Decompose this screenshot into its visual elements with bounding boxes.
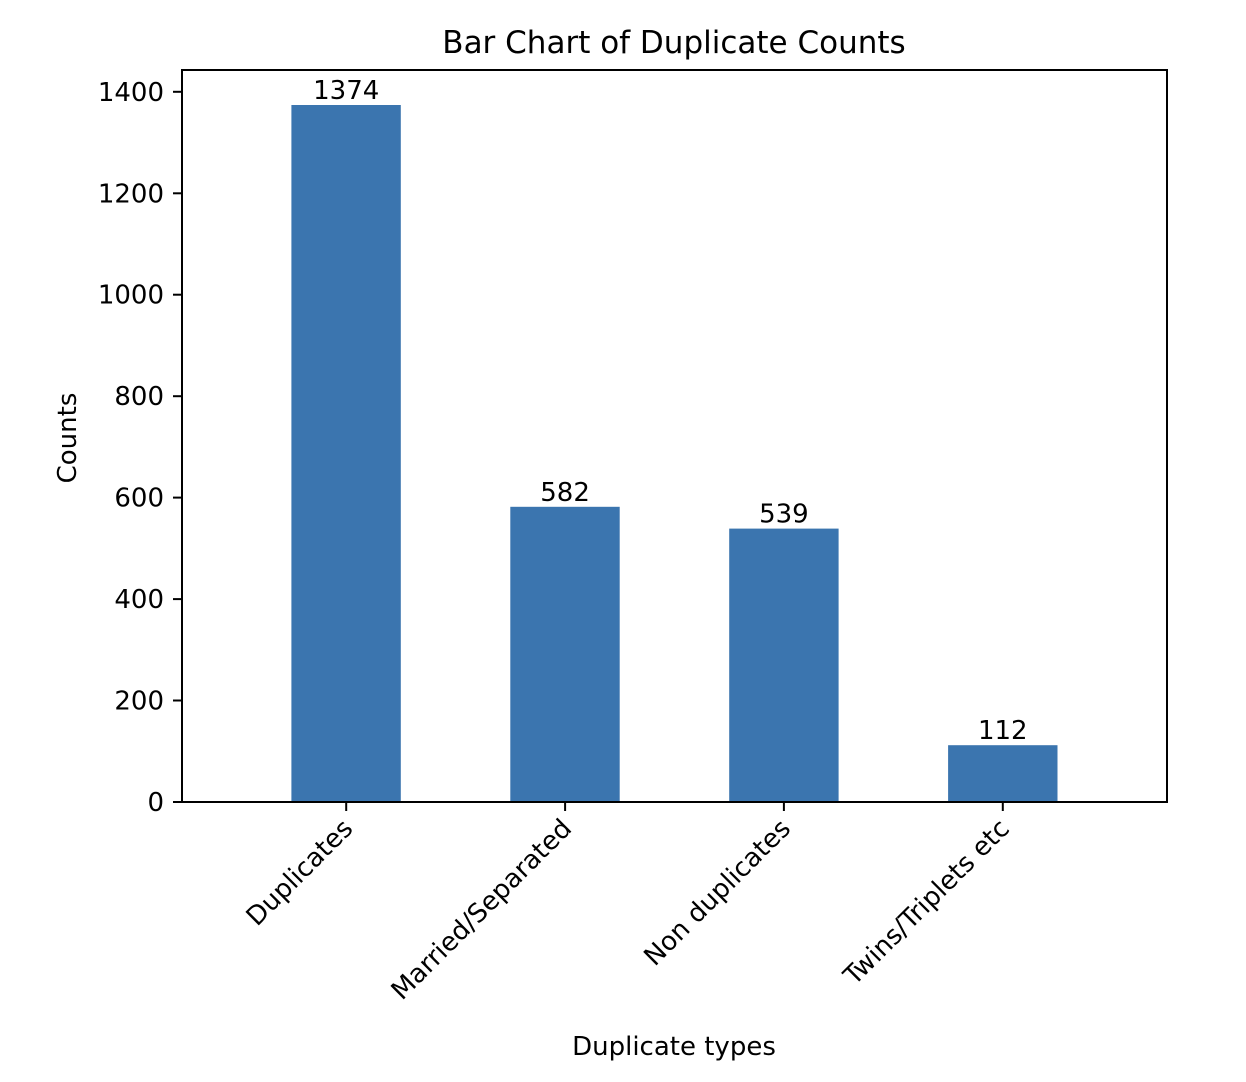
y-tick-label-3: 600 — [114, 484, 164, 514]
data-label-2: 539 — [759, 500, 809, 530]
bars-group — [291, 105, 1058, 802]
data-labels-group: 1374 582 539 112 — [313, 76, 1028, 746]
y-tick-label-1: 200 — [114, 687, 164, 717]
y-axis: 0 200 400 600 800 1000 1200 1400 — [98, 78, 182, 818]
x-tick-label-0: Duplicates — [241, 814, 359, 932]
y-tick-label-4: 800 — [114, 382, 164, 412]
chart-title: Bar Chart of Duplicate Counts — [442, 25, 905, 61]
plot-frame — [181, 69, 1168, 803]
data-label-3: 112 — [978, 716, 1028, 746]
data-label-0: 1374 — [313, 76, 379, 106]
bar-3 — [948, 745, 1058, 802]
y-tick-label-0: 0 — [147, 788, 164, 818]
x-axis: Duplicates Married/Separated Non duplicate… — [241, 802, 1016, 1006]
y-tick-label-7: 1400 — [98, 78, 164, 108]
data-label-1: 582 — [540, 478, 590, 508]
x-tick-label-1: Married/Separated — [386, 814, 578, 1006]
y-tick-label-6: 1200 — [98, 179, 164, 209]
x-axis-label: Duplicate types — [572, 1032, 776, 1062]
bar-0 — [291, 105, 401, 802]
x-tick-label-3: Twins/Triplets etc — [838, 814, 1016, 992]
x-tick-label-2: Non duplicates — [638, 814, 796, 972]
bar-1 — [510, 506, 620, 802]
y-axis-label: Counts — [53, 393, 83, 484]
bar-2 — [729, 528, 839, 802]
y-tick-label-5: 1000 — [98, 281, 164, 311]
y-tick-label-2: 400 — [114, 585, 164, 615]
